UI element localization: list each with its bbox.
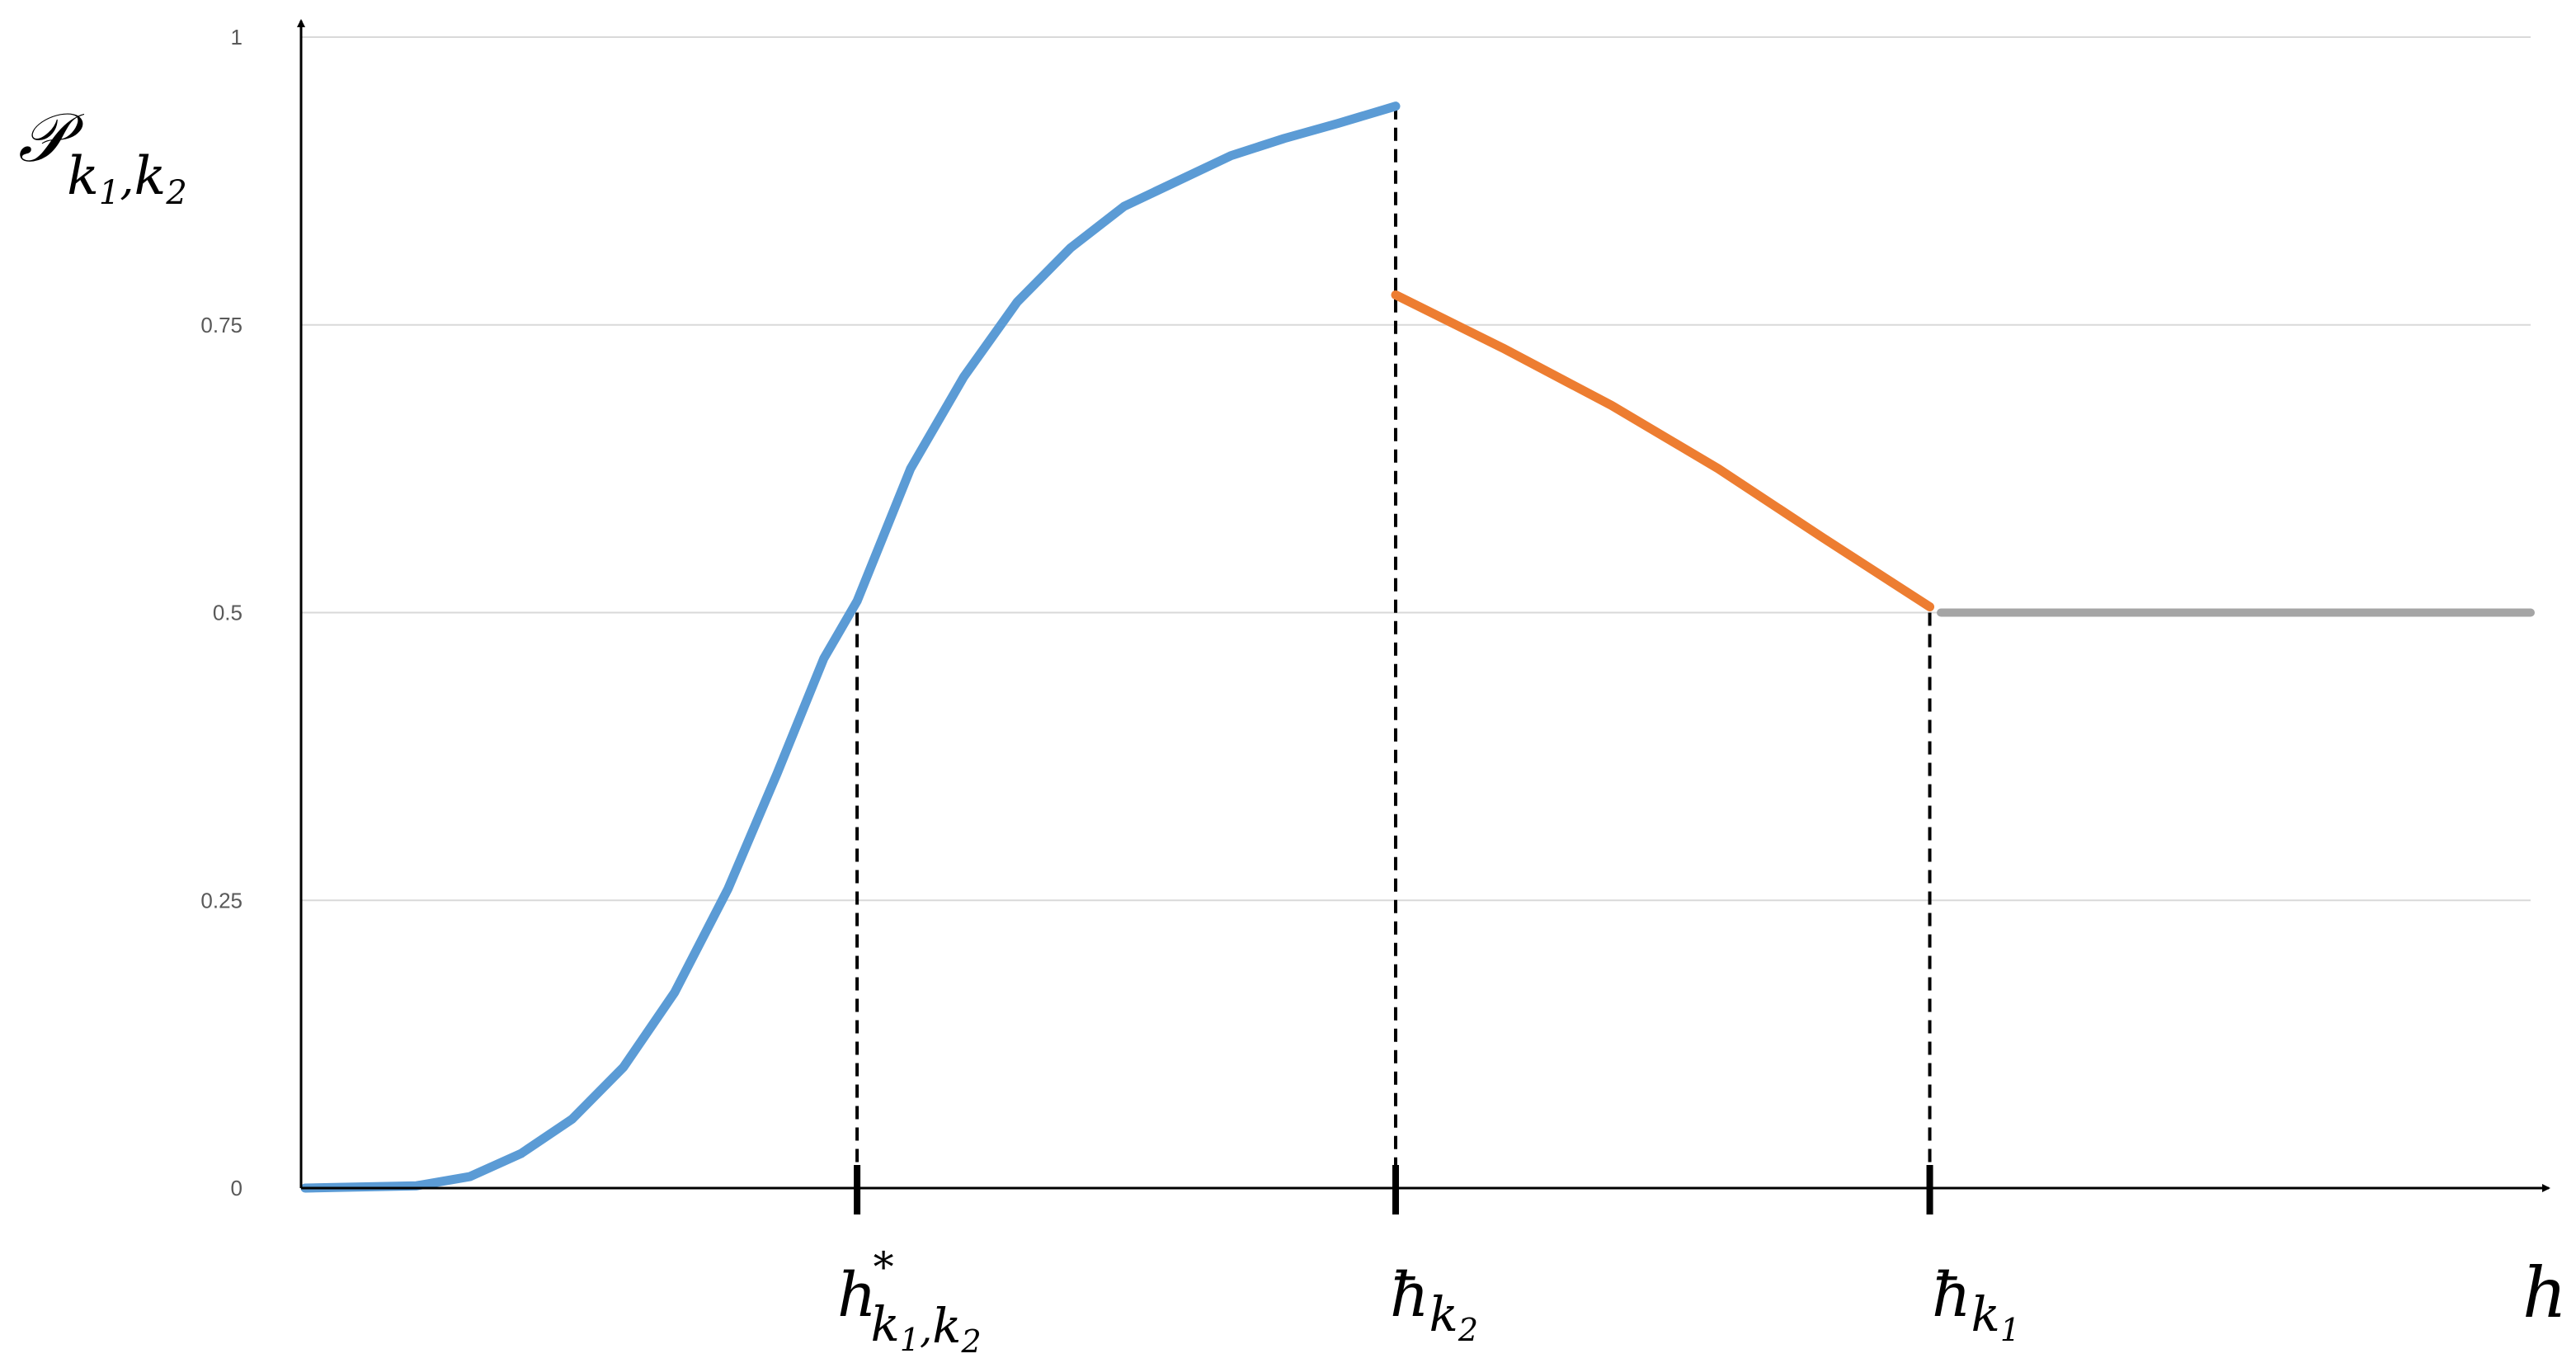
- y-axis-label-subsub2: 2: [165, 174, 186, 212]
- hbar-k2-subsub1: 2: [1458, 1312, 1478, 1348]
- hbar-k1-subsub1: 1: [2000, 1312, 2020, 1348]
- x-axis-label: h: [2522, 1252, 2567, 1333]
- y-axis-label-sub2: k: [134, 146, 167, 207]
- h-star-sub1: k: [871, 1296, 900, 1352]
- y-axis-label-sub1: k: [67, 146, 99, 207]
- hbar-k1-sub1: k: [1971, 1286, 2000, 1342]
- y-tick-label: 0.25: [200, 888, 243, 913]
- y-axis-label-comma: ,: [120, 153, 134, 205]
- x-marker-label-h-star: h* k1,k2: [837, 1243, 982, 1360]
- x-marker-ticks: [854, 1165, 1933, 1214]
- y-axis-label: 𝒫k1,k2: [18, 99, 187, 212]
- y-tick-labels: 0 0.25 0.5 0.75 1: [200, 25, 243, 1200]
- y-tick-label: 0.5: [213, 601, 243, 625]
- hbar-k2-main: ħ: [1390, 1260, 1429, 1331]
- y-tick-label: 1: [231, 25, 243, 50]
- h-star-sub2: k: [932, 1298, 961, 1354]
- x-marker-label-hbar-k2: ħk2: [1390, 1260, 1478, 1348]
- h-star-sup: *: [874, 1243, 894, 1291]
- series-line-0: [300, 101, 1401, 1193]
- hbar-k2-sub1: k: [1429, 1286, 1458, 1342]
- series-line-1: [1391, 290, 1935, 612]
- y-axis-label-subsub1: 1: [99, 174, 120, 212]
- x-marker-label-hbar-k1: ħk1: [1932, 1260, 2020, 1348]
- hbar-k1-main: ħ: [1932, 1260, 1971, 1331]
- y-tick-label: 0: [231, 1176, 243, 1200]
- h-star-subsub1: 1: [900, 1322, 920, 1358]
- grid-lines: [301, 36, 2531, 902]
- guide-lines: [855, 106, 1932, 1188]
- h-star-main: h: [837, 1260, 877, 1331]
- y-tick-label: 0.75: [200, 313, 243, 337]
- h-star-comma: ,: [920, 1306, 932, 1352]
- h-star-subsub2: 2: [960, 1323, 981, 1360]
- series-lines: [300, 101, 2535, 1193]
